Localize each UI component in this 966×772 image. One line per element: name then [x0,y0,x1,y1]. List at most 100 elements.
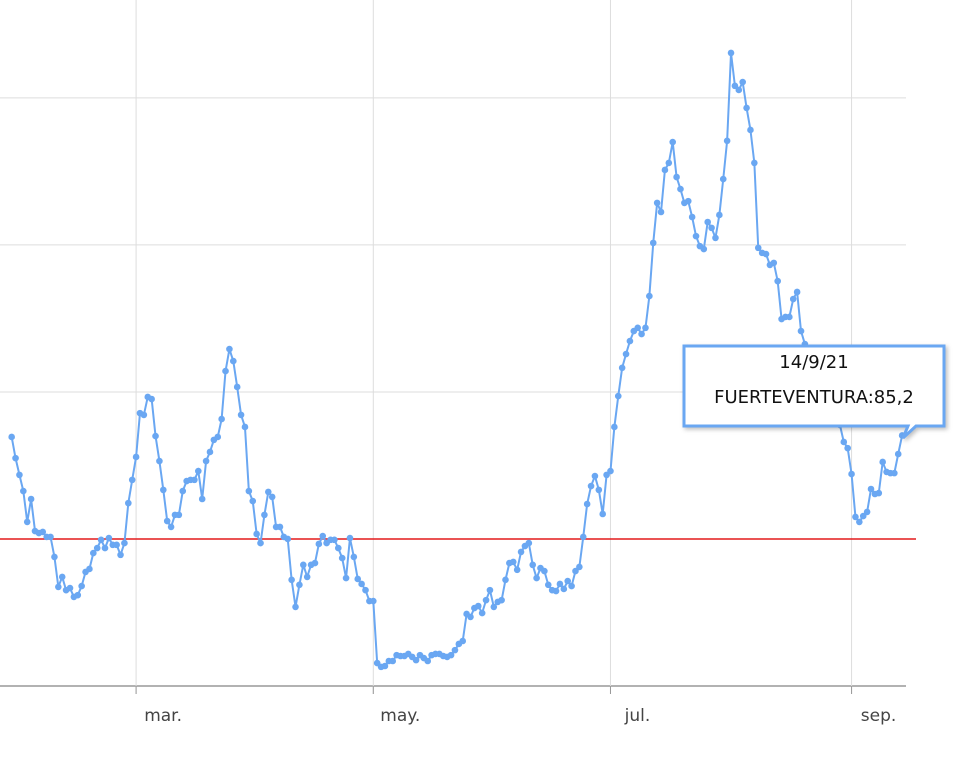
point [607,467,614,475]
point [467,613,474,621]
point [358,580,365,588]
point [249,497,257,505]
point [230,357,237,365]
point [218,415,225,423]
point [299,561,307,569]
point [86,565,93,573]
point [346,534,354,542]
point [121,539,128,547]
point [296,581,303,589]
point [27,495,35,503]
point [152,432,159,440]
point [789,295,797,303]
point [544,581,552,589]
point [113,541,120,549]
point [288,576,295,584]
point [20,487,27,495]
point [669,138,676,146]
point [891,469,898,477]
point [774,277,781,285]
point [128,476,136,484]
point [700,245,708,253]
point [731,82,739,90]
point [556,580,564,588]
point [245,487,253,495]
point [369,597,377,605]
point [688,213,696,221]
point [634,324,641,332]
point [350,553,358,561]
point [315,540,323,548]
point [132,453,140,461]
point [451,646,459,654]
point [78,582,85,590]
x-tick-label: jul. [624,706,651,726]
point [513,566,521,574]
point [657,208,665,216]
point [140,411,148,419]
point [770,259,778,267]
point [253,530,260,538]
point [58,573,66,581]
point [665,159,673,167]
point [754,244,762,252]
point [389,657,397,665]
point [661,166,669,174]
point [261,511,268,519]
point [856,518,863,526]
point [47,533,54,541]
point [572,567,579,575]
point [175,511,183,519]
point [163,517,171,525]
point [8,433,15,441]
point [739,78,746,86]
point [490,603,498,611]
point [611,423,618,431]
point [747,126,754,134]
point [125,499,132,507]
point [894,450,902,458]
point [533,574,540,582]
point [509,558,517,566]
point [583,500,591,508]
point [560,585,568,593]
tooltip: 14/9/21 FUERTEVENTURA:85,2 [682,344,946,440]
point [12,454,19,462]
point [362,586,369,594]
point [233,383,241,391]
point [191,476,198,484]
point [55,583,62,591]
point [498,596,505,604]
point [90,549,97,557]
point [797,327,805,335]
point [39,528,47,536]
tooltip-box [682,344,946,440]
point [334,544,342,552]
point [793,288,801,296]
point [646,292,653,300]
point [677,185,684,193]
point [716,211,723,219]
point [595,486,603,494]
point [502,576,509,584]
point [622,350,630,358]
point [587,482,595,490]
point [684,197,692,205]
point [97,536,105,544]
point [568,582,575,590]
point [354,575,362,583]
point [762,250,770,258]
point [704,218,711,226]
point [743,104,750,112]
point [708,224,715,232]
point [459,637,467,645]
point [268,493,276,501]
point [541,567,548,575]
line [10,52,904,668]
point [673,173,680,181]
point [474,602,482,610]
point [478,609,486,617]
point [412,656,420,664]
point [447,651,455,659]
